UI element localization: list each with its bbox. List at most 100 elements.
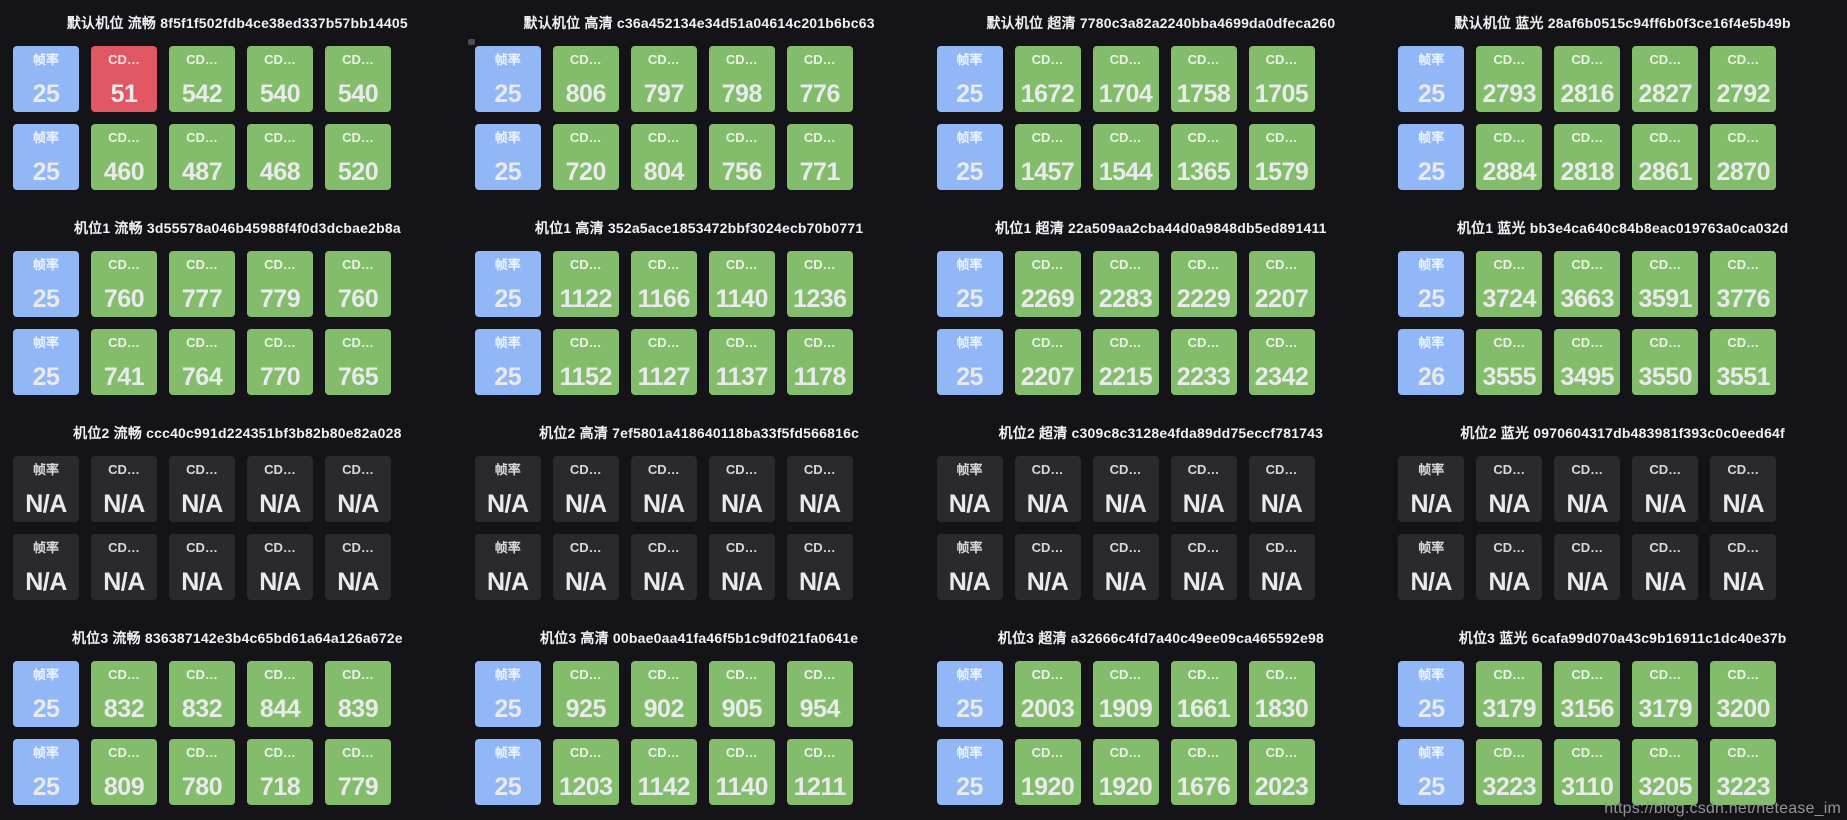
tile-value: 26 [1417,363,1445,391]
stream-section: 机位1 蓝光 bb3e4ca640c84b8eac019763a0ca032d … [1385,205,1847,410]
tile-label: 帧率 [32,541,59,555]
tile-value: 1758 [1176,80,1231,108]
tile-label: CD… [108,746,140,760]
section-rows: 帧率 25 CD… 760 CD… 777 CD… 779 CD… 760 帧率 25 CD… 741 CD… [13,251,462,395]
tile-value: 2269 [1020,285,1075,313]
tile-label: 帧率 [494,668,521,682]
tile-value: 25 [1417,773,1445,801]
tile-value: 1830 [1254,695,1309,723]
framerate-tile: 帧率 25 [1398,124,1465,190]
cd-metric-tile: CD… 3110 [1554,739,1621,805]
tile-value: 2793 [1482,80,1537,108]
tile-label: CD… [725,746,758,760]
cd-metric-tile: CD… 540 [325,46,391,112]
section-title: 机位1 高清 352a5ace1853472bbf3024ecb70b0771 [534,220,864,236]
cd-metric-tile: CD… 797 [630,46,697,112]
tile-label: CD… [1727,463,1760,477]
tile-label: CD… [342,541,374,555]
tile-label: 帧率 [494,53,521,67]
section-rows: 帧率 25 CD… 3179 CD… 3156 CD… 3179 CD… 3200 帧率 25 CD… 3… [1398,661,1847,805]
tile-label: CD… [1109,541,1142,555]
section-rows: 帧率 25 CD… 925 CD… 902 CD… 905 CD… 954 帧率 25 CD… 1203 C… [474,661,924,805]
tile-value: N/A [720,490,763,518]
cd-metric-tile: CD… N/A [91,534,157,600]
tile-label: CD… [1109,53,1142,67]
cd-metric-tile: CD… 756 [708,124,775,190]
tile-value: N/A [259,568,301,596]
tile-value: 25 [956,695,983,723]
tile-value: 1203 [558,773,613,801]
cd-metric-tile: CD… 2793 [1476,46,1543,112]
section-rows: 帧率 25 CD… 2003 CD… 1909 CD… 1661 CD… 1830 帧率 25 CD… 1… [936,661,1386,805]
cd-metric-tile: CD… N/A [1170,456,1237,522]
tile-label: 帧率 [1418,746,1445,760]
tile-value: N/A [1722,568,1765,596]
cd-metric-tile: CD… N/A [1632,456,1699,522]
tile-value: 1365 [1176,158,1231,186]
tile-value: 1127 [637,363,691,391]
tile-label: CD… [1571,258,1604,272]
tile-value: 1140 [715,285,769,313]
tile-label: CD… [186,463,218,477]
tile-label: CD… [1649,131,1682,145]
tile-value: 832 [181,695,223,723]
framerate-tile: 帧率 25 [13,124,79,190]
cd-metric-tile: CD… 720 [552,124,619,190]
section-rows: 帧率 N/A CD… N/A CD… N/A CD… N/A CD… N/A 帧率 N/A CD… N/A… [936,456,1386,600]
tile-label: CD… [647,541,680,555]
cd-metric-tile: CD… 1661 [1170,661,1237,727]
framerate-tile: 帧率 25 [474,251,541,317]
tile-row: 帧率 25 CD… 2003 CD… 1909 CD… 1661 CD… 1830 [936,661,1386,727]
tile-value: 25 [956,158,983,186]
tile-value: 25 [32,158,60,186]
tile-value: 25 [32,80,60,108]
tile-value: 760 [337,285,379,313]
cd-metric-tile: CD… 3223 [1710,739,1777,805]
cd-metric-tile: CD… 1152 [552,329,619,395]
tile-label: CD… [186,541,218,555]
tile-label: CD… [264,746,296,760]
tile-value: 1544 [1098,158,1153,186]
tile-label: 帧率 [956,131,983,145]
tile-label: CD… [108,463,140,477]
section-title: 机位3 高清 00bae0aa41fa46f5b1c9df021fa0641e [539,630,859,646]
tile-label: CD… [569,131,602,145]
cd-metric-tile: CD… 520 [325,124,391,190]
cd-metric-tile: CD… 809 [91,739,157,805]
tile-label: CD… [1031,258,1064,272]
tile-label: CD… [1493,131,1526,145]
section-title: 默认机位 超清 7780c3a82a2240bba4699da0dfeca260 [986,15,1336,31]
tile-value: 2229 [1176,285,1231,313]
cd-metric-tile: CD… N/A [1092,534,1159,600]
tile-label: CD… [342,463,374,477]
tile-label: CD… [569,541,602,555]
cd-metric-tile: CD… 2818 [1554,124,1621,190]
tile-label: CD… [186,668,218,682]
cd-metric-tile: CD… N/A [552,534,619,600]
framerate-tile: 帧率 25 [474,739,541,805]
tile-label: CD… [1187,131,1220,145]
tile-label: CD… [803,53,836,67]
tile-label: CD… [1571,336,1604,350]
section-title: 机位1 超清 22a509aa2cba44d0a9848db5ed891411 [995,220,1327,236]
tile-label: CD… [186,258,218,272]
stream-section: 机位3 流畅 836387142e3b4c65bd61a64a126a672e … [0,615,462,820]
cd-metric-tile: CD… N/A [786,456,853,522]
cd-metric-tile: CD… 468 [247,124,313,190]
tile-value: 3223 [1716,773,1771,801]
cd-metric-tile: CD… 2342 [1248,329,1315,395]
tile-label: 帧率 [1418,336,1445,350]
tile-value: 51 [110,80,138,108]
section-title: 机位3 超清 a32666c4fd7a40c49ee09ca465592e98 [997,630,1324,646]
cd-metric-tile: CD… 2816 [1554,46,1621,112]
tile-label: CD… [1727,746,1760,760]
tile-label: CD… [108,668,140,682]
cd-metric-tile: CD… N/A [1554,534,1621,600]
tile-value: 779 [259,285,301,313]
tile-label: CD… [1727,336,1760,350]
tile-value: 832 [103,695,145,723]
tile-value: 25 [956,363,983,391]
tile-value: 25 [956,773,983,801]
tile-value: 1661 [1176,695,1231,723]
cd-metric-tile: CD… 1178 [786,329,853,395]
